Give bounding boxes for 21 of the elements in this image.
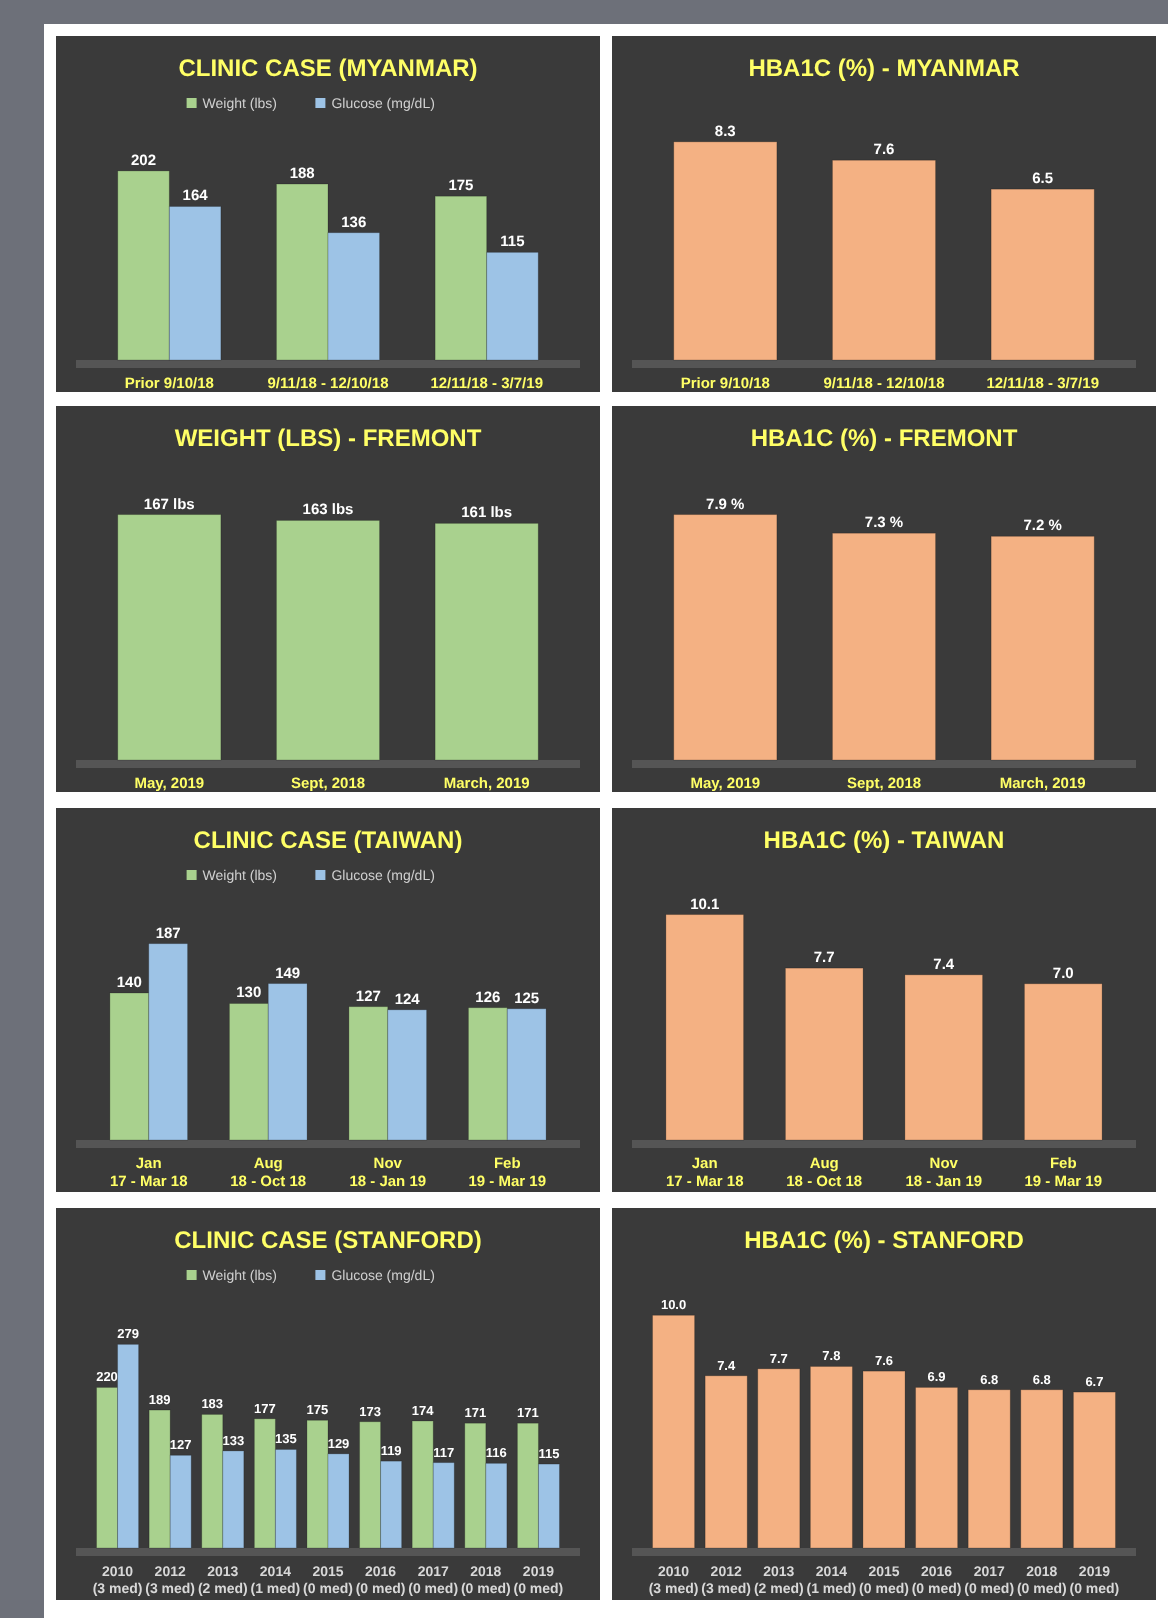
bar <box>862 1370 906 1549</box>
bar <box>652 1314 696 1549</box>
bar <box>967 1389 1011 1549</box>
bar <box>1020 1389 1064 1549</box>
bar <box>904 974 984 1141</box>
bar <box>665 914 745 1141</box>
chart-title: HBA1C (%) - TAIWAN <box>763 826 1005 854</box>
chart-title: WEIGHT (LBS) - FREMONT <box>174 424 483 452</box>
bar <box>915 1386 959 1549</box>
bar <box>1072 1391 1116 1549</box>
bar <box>1023 983 1103 1141</box>
chart-title: CLINIC CASE (TAIWAN) <box>193 826 463 854</box>
chart-title: HBA1C (%) - FREMONT <box>750 424 1019 452</box>
chart-title: HBA1C (%) - STANFORD <box>744 1226 1025 1254</box>
bar <box>784 967 864 1141</box>
bar <box>757 1368 801 1549</box>
bar <box>704 1375 748 1549</box>
chart-title: CLINIC CASE (STANFORD) <box>174 1226 482 1254</box>
bar <box>809 1365 853 1549</box>
chart-title: HBA1C (%) - MYANMAR <box>748 54 1021 82</box>
chart-title: CLINIC CASE (MYANMAR) <box>178 54 478 82</box>
